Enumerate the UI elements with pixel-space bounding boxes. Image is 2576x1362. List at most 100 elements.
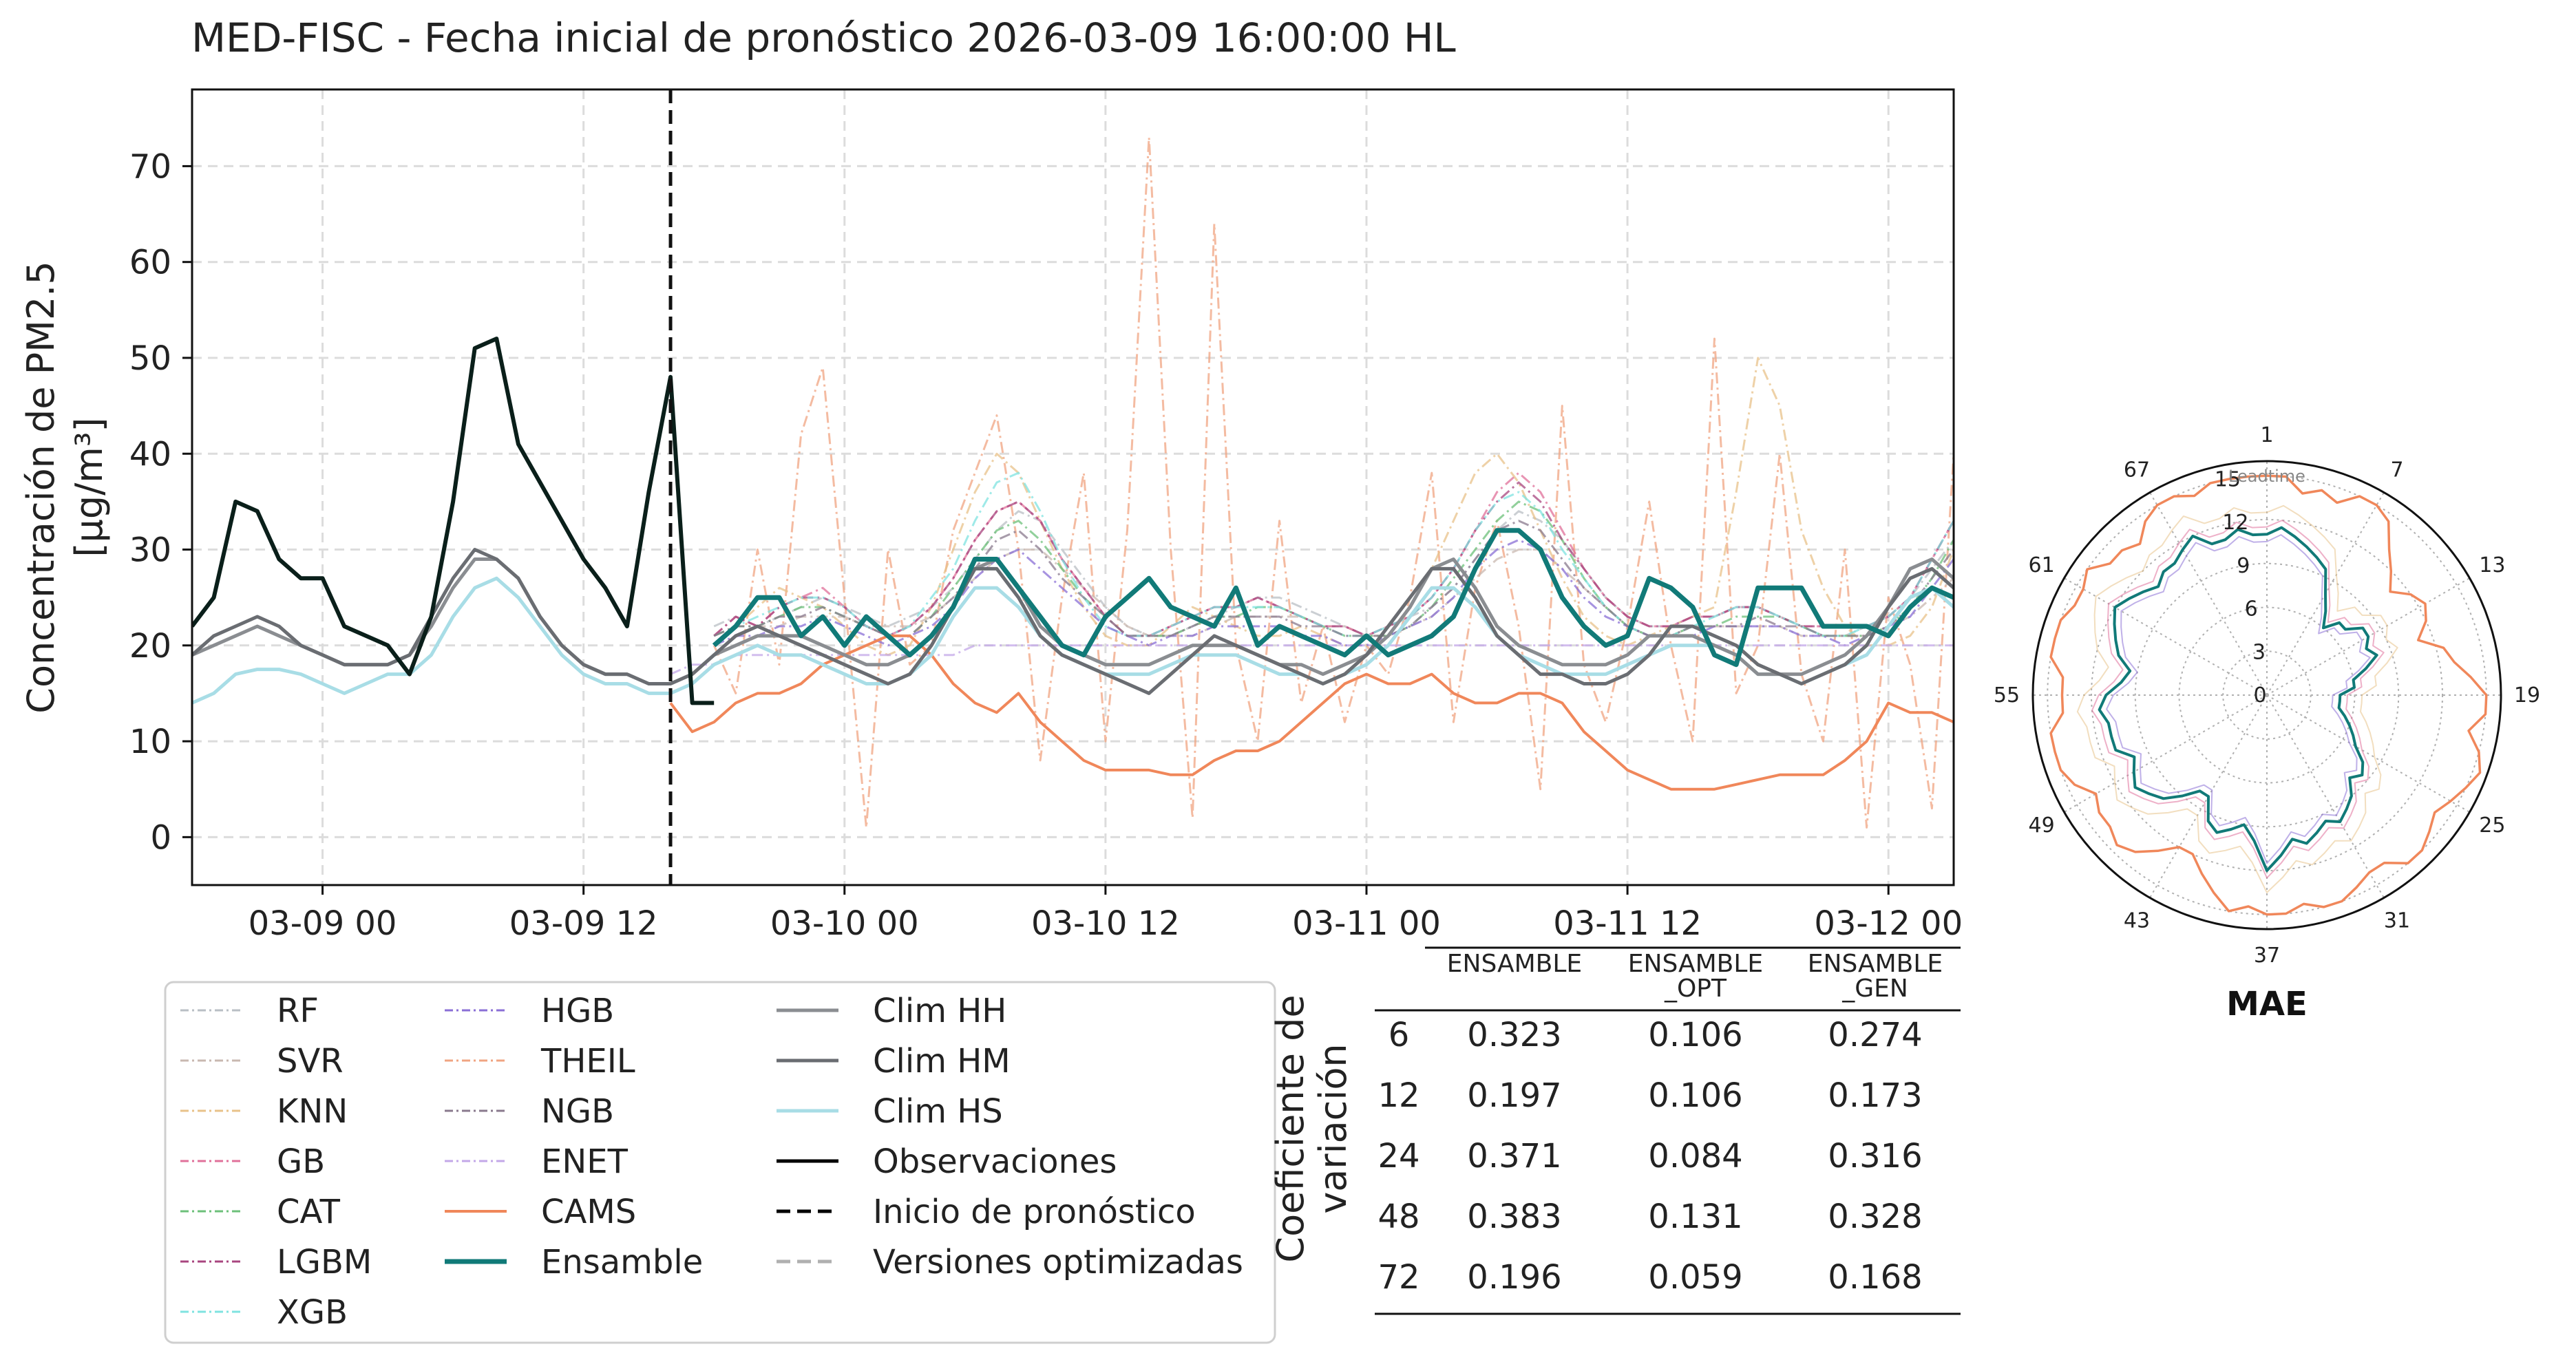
polar-grid-circle [2222, 650, 2312, 740]
table-row-label: 6 [1389, 1016, 1410, 1054]
polar-grid-circle [2134, 562, 2400, 828]
x-tick-label: 03-12 00 [1814, 904, 1963, 943]
y-tick-label: 70 [129, 147, 171, 186]
polar-angular-tick-label: 67 [2124, 458, 2150, 482]
table-column-header: _GEN [1841, 975, 1908, 1003]
x-tick-label: 03-11 12 [1553, 904, 1702, 943]
polar-angular-tick-label: 1 [2260, 423, 2273, 447]
legend-label: HGB [541, 992, 614, 1030]
polar-angular-tick-label: 61 [2029, 553, 2055, 577]
polar-grid-spoke [2064, 577, 2268, 696]
polar-radial-tick-label: 9 [2237, 554, 2250, 578]
table-cell: 0.197 [1467, 1076, 1561, 1115]
x-tick-label: 03-10 00 [770, 904, 919, 943]
series-line-observaciones [192, 337, 715, 705]
polar-grid-spoke [2064, 694, 2268, 813]
legend-label: KNN [277, 1092, 348, 1131]
y-tick-label: 20 [129, 627, 171, 666]
legend-label: Inicio de pronóstico [873, 1193, 1196, 1231]
polar-angular-axis-label: Leadtime [2228, 467, 2305, 486]
polar-series-ensamble [2098, 526, 2378, 872]
y-axis-label-line: Concentración de PM2.5 [19, 261, 63, 713]
legend-label: Clim HH [873, 992, 1006, 1030]
table-row-label: 72 [1377, 1258, 1419, 1297]
polar-angular-tick-label: 37 [2254, 944, 2280, 968]
series-line-lgbm [713, 481, 1954, 637]
series-line-cat [713, 500, 1954, 637]
legend-label: THEIL [540, 1042, 635, 1081]
table-row-label: 48 [1377, 1198, 1419, 1236]
plot-area [192, 136, 1954, 829]
legend-label: CAT [277, 1193, 341, 1231]
polar-grid-spoke [2149, 492, 2268, 696]
legend-label: RF [277, 992, 319, 1030]
polar-angular-tick-label: 25 [2479, 813, 2505, 838]
polar-angular-tick-label: 19 [2514, 683, 2540, 707]
legend-label: NGB [541, 1092, 614, 1131]
x-tick-label: 03-09 00 [249, 904, 397, 943]
table-cell: 0.106 [1648, 1076, 1742, 1115]
polar-radial-tick-label: 15 [2215, 467, 2241, 491]
y-tick-label: 50 [129, 339, 171, 378]
polar-title: MAE [2226, 985, 2308, 1023]
polar-angular-tick-label: 55 [1994, 683, 2020, 707]
y-tick-label: 60 [129, 244, 171, 282]
table-row-label: 12 [1377, 1076, 1419, 1115]
table-row-header: Coeficiente de variación [1269, 994, 1355, 1262]
table-cell: 0.131 [1648, 1198, 1742, 1236]
series-line-hgb [713, 539, 1954, 647]
polar-frame [2031, 460, 2502, 930]
legend-label: CAMS [541, 1193, 636, 1231]
series-line-cams [669, 634, 1954, 791]
table-column-header: ENSAMBLE [1628, 950, 1763, 978]
legend-label: SVR [277, 1042, 344, 1081]
table-cell: 0.316 [1828, 1137, 1922, 1175]
polar-radial-tick-label: 6 [2245, 597, 2258, 621]
table-cell: 0.106 [1648, 1016, 1742, 1054]
table-row-label: 24 [1377, 1137, 1419, 1175]
legend-box [164, 981, 1276, 1344]
legend-label: Ensamble [541, 1243, 703, 1281]
polar-angular-tick-label: 49 [2029, 813, 2055, 838]
polar-series-knn [2076, 504, 2398, 893]
table-cell: 0.196 [1467, 1258, 1561, 1297]
series-line-gb [713, 471, 1954, 637]
table-cell: 0.059 [1648, 1258, 1742, 1297]
time-series-chart: 0 10 20 30 40 50 60 70 03-09 00 03-09 12 03-10 00 0… [19, 88, 1963, 943]
y-tick-label: 0 [150, 818, 171, 857]
legend-label: Clim HS [873, 1092, 1003, 1131]
table-cell: 0.173 [1828, 1076, 1922, 1115]
x-tick-label: 03-11 00 [1292, 904, 1441, 943]
table-cell: 0.274 [1828, 1016, 1922, 1054]
legend-label: LGBM [277, 1243, 372, 1281]
chart-title: MED-FISC - Fecha inicial de pronóstico 2… [191, 14, 1456, 61]
polar-radial-tick-label: 12 [2222, 511, 2248, 535]
table-cell: 0.371 [1467, 1137, 1561, 1175]
table-cell: 0.328 [1828, 1198, 1922, 1236]
polar-radial-tick-label: 0 [2253, 683, 2266, 707]
legend-label: XGB [277, 1293, 348, 1332]
legend-label: ENET [541, 1142, 629, 1181]
table-column-header: ENSAMBLE [1447, 950, 1582, 978]
table-column-header: _OPT [1664, 975, 1727, 1003]
series-line-enet [670, 644, 1954, 675]
legend-label: GB [277, 1142, 325, 1181]
table-cell: 0.084 [1648, 1137, 1742, 1175]
series-line-clim-hm [192, 548, 1954, 695]
table-cell: 0.168 [1828, 1258, 1922, 1297]
y-tick-label: 40 [129, 435, 171, 473]
polar-radial-tick-label: 3 [2252, 640, 2266, 664]
legend: RF SVR KNN GB CAT LGBM XGB HGB THEIL NGB ENET CAMS E… [164, 981, 1276, 1344]
x-tick-label: 03-09 12 [509, 904, 658, 943]
y-axis-label: Concentración de PM2.5 [μg/m³] [19, 261, 111, 713]
polar-grid-spoke [2266, 694, 2470, 813]
polar-series-hgb [2106, 534, 2371, 864]
polar-grid-spoke [2266, 694, 2385, 898]
x-tick-label: 03-10 12 [1031, 904, 1180, 943]
legend-label: Observaciones [873, 1142, 1117, 1181]
polar-angular-tick-label: 31 [2384, 908, 2410, 933]
polar-series-gb [2091, 520, 2385, 879]
